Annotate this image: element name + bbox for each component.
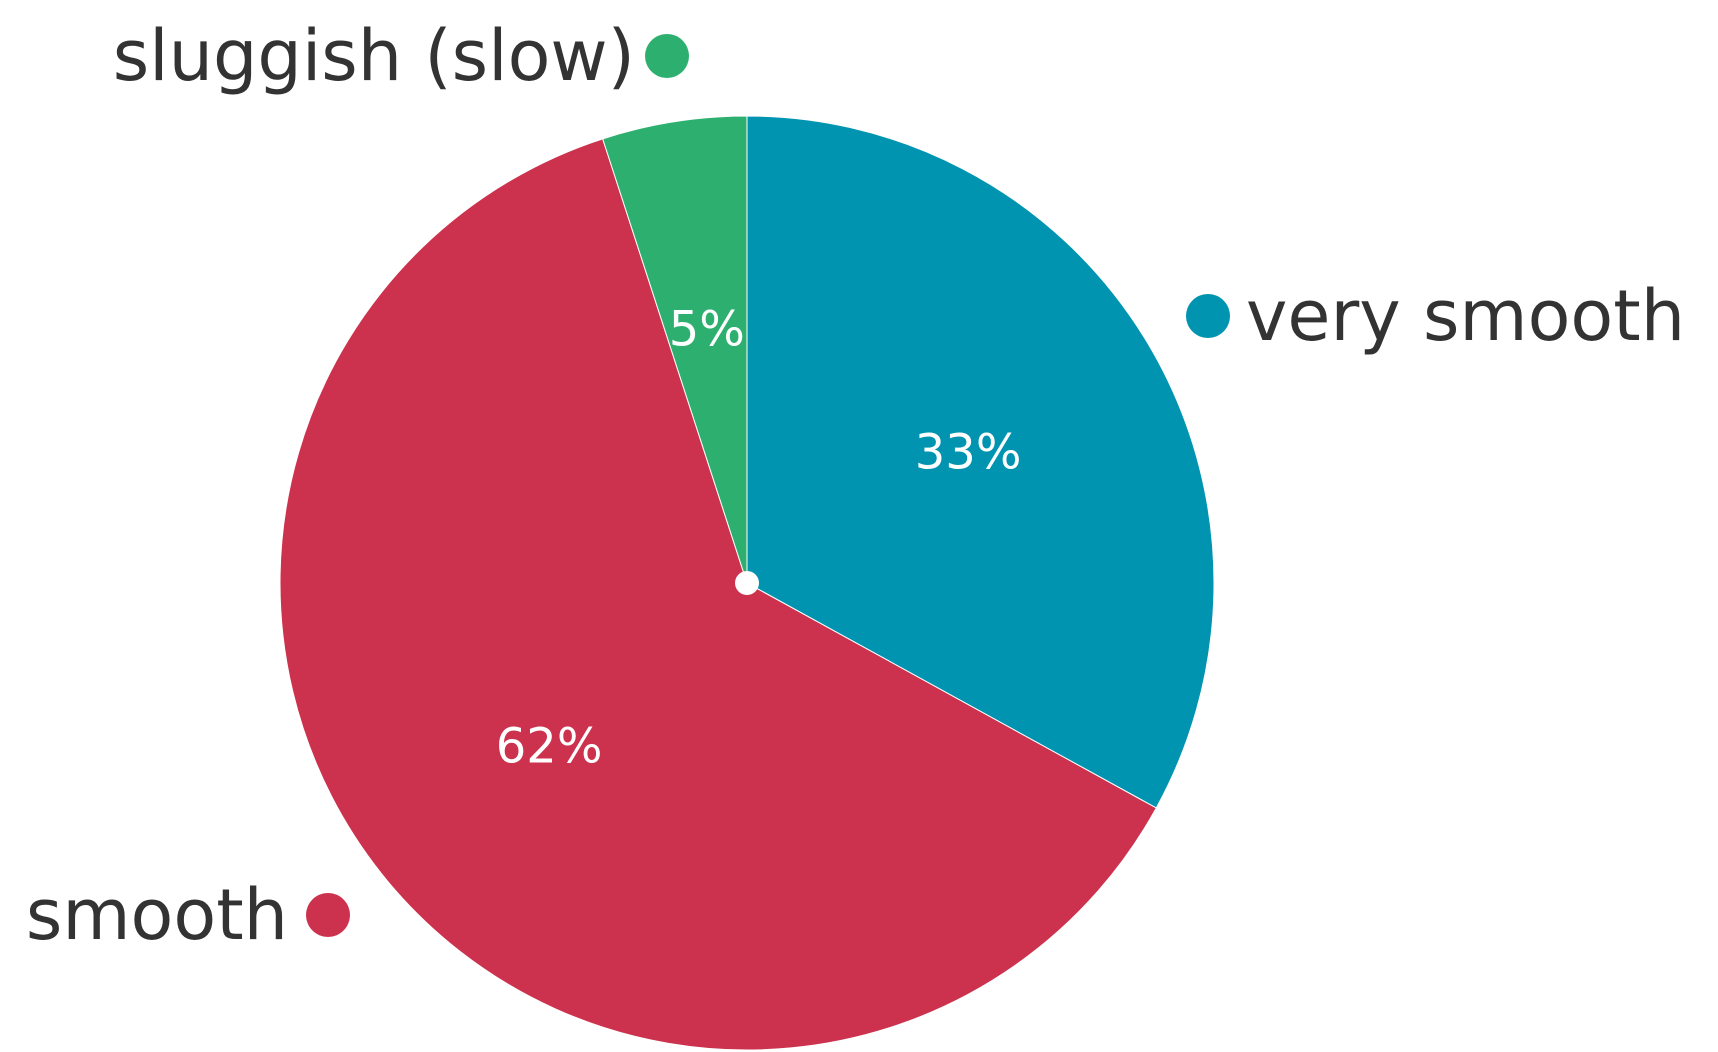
legend-dot-smooth [306, 893, 350, 937]
pie-slice-sluggish-slow[interactable] [602, 115, 748, 584]
pie-slice-very-smooth[interactable] [746, 115, 1215, 809]
legend-dot-sluggish-slow [645, 34, 689, 78]
pie-value-label-sluggish-slow: 5% [669, 301, 745, 357]
legend-dot-very-smooth [1186, 294, 1230, 338]
category-label-smooth: smooth [26, 874, 288, 956]
pie-slice-smooth[interactable] [279, 138, 1157, 1051]
pie-value-label-smooth: 62% [496, 719, 603, 775]
percentage-labels: 33% 62% 5% [496, 301, 1022, 774]
pie-value-label-very-smooth: 33% [915, 424, 1022, 480]
category-labels: very smooth smooth sluggish (slow) [26, 15, 1685, 956]
pie-slices [279, 115, 1215, 1051]
center-dot [735, 571, 759, 595]
category-label-sluggish-slow: sluggish (slow) [113, 15, 635, 97]
category-label-very-smooth: very smooth [1246, 275, 1685, 357]
